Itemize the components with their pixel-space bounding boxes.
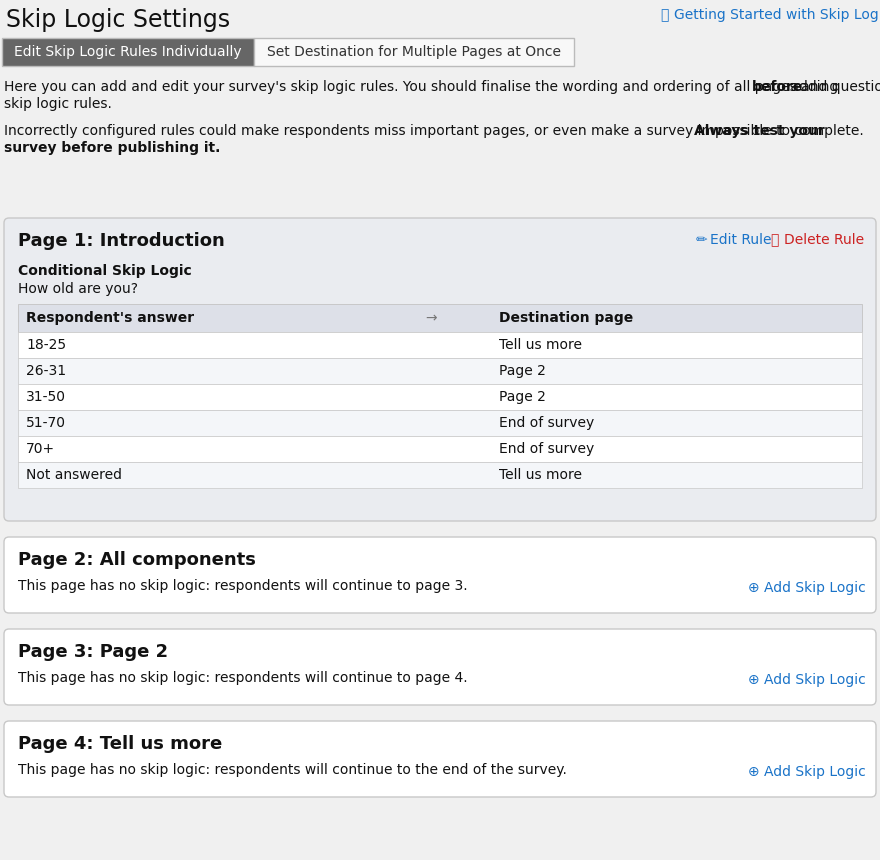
Text: ⊕ Add Skip Logic: ⊕ Add Skip Logic [748,673,866,687]
Text: Respondent's answer: Respondent's answer [26,311,194,325]
Bar [2,38,254,66]
FancyBboxPatch shape [4,218,876,521]
Text: How old are you?: How old are you? [18,282,138,296]
FancyBboxPatch shape [4,629,876,705]
Text: ✏: ✏ [696,233,708,247]
FancyBboxPatch shape [4,721,876,797]
Bar [18,304,862,332]
Text: This page has no skip logic: respondents will continue to page 3.: This page has no skip logic: respondents… [18,579,467,593]
Text: Skip Logic Settings: Skip Logic Settings [6,8,231,32]
Text: End of survey: End of survey [499,442,594,456]
Text: survey before publishing it.: survey before publishing it. [4,141,220,155]
Text: ⊕ Add Skip Logic: ⊕ Add Skip Logic [748,765,866,779]
Text: Delete Rule: Delete Rule [784,233,864,247]
Text: This page has no skip logic: respondents will continue to page 4.: This page has no skip logic: respondents… [18,671,467,685]
Text: ⓘ: ⓘ [660,8,669,22]
Bar [18,436,862,462]
Text: ⊕ Add Skip Logic: ⊕ Add Skip Logic [748,581,866,595]
Text: adding: adding [786,80,839,94]
Text: Destination page: Destination page [499,311,634,325]
Text: skip logic rules.: skip logic rules. [4,97,112,111]
Text: Conditional Skip Logic: Conditional Skip Logic [18,264,192,278]
FancyBboxPatch shape [4,537,876,613]
Bar [18,384,862,410]
Text: Page 4: Tell us more: Page 4: Tell us more [18,735,223,753]
Text: Page 2: Page 2 [499,364,546,378]
Text: Always test your: Always test your [694,124,825,138]
Text: Page 1: Introduction: Page 1: Introduction [18,232,224,250]
Text: Not answered: Not answered [26,468,122,482]
Bar [18,462,862,488]
Text: Page 2: Page 2 [499,390,546,404]
Text: Edit Skip Logic Rules Individually: Edit Skip Logic Rules Individually [14,45,242,59]
Text: This page has no skip logic: respondents will continue to the end of the survey.: This page has no skip logic: respondents… [18,763,567,777]
Bar [18,332,862,358]
Text: 26-31: 26-31 [26,364,66,378]
Bar [254,38,574,66]
Text: Tell us more: Tell us more [499,338,582,352]
Text: Page 2: All components: Page 2: All components [18,551,256,569]
Bar [18,358,862,384]
Text: Incorrectly configured rules could make respondents miss important pages, or eve: Incorrectly configured rules could make … [4,124,869,138]
Text: before: before [752,80,803,94]
Text: ⓧ: ⓧ [770,233,779,247]
Text: Here you can add and edit your survey's skip logic rules. You should finalise th: Here you can add and edit your survey's … [4,80,880,94]
Bar [18,410,862,436]
Text: 18-25: 18-25 [26,338,66,352]
Text: 51-70: 51-70 [26,416,66,430]
Text: Edit Rule: Edit Rule [710,233,772,247]
Text: →: → [426,311,437,325]
Text: Page 3: Page 2: Page 3: Page 2 [18,643,168,661]
Text: End of survey: End of survey [499,416,594,430]
Text: 70+: 70+ [26,442,55,456]
Text: Set Destination for Multiple Pages at Once: Set Destination for Multiple Pages at On… [267,45,561,59]
Text: 31-50: 31-50 [26,390,66,404]
Text: Tell us more: Tell us more [499,468,582,482]
Text: Getting Started with Skip Logic: Getting Started with Skip Logic [674,8,880,22]
